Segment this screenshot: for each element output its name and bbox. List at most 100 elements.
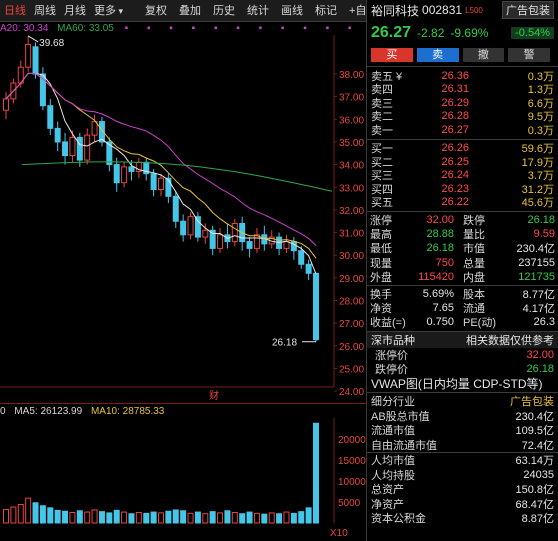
- stat-row: 外盘 115420 内盘 121735: [367, 270, 558, 284]
- stat-row: 现量 750 总量 237155: [367, 256, 558, 270]
- stat-value: 115420: [418, 270, 454, 283]
- volume-bar: [172, 509, 179, 524]
- candle-body: [98, 121, 105, 143]
- industry-label: 细分行业: [371, 395, 415, 408]
- stat-label: 流通: [463, 303, 485, 316]
- mark-button[interactable]: 标记: [315, 4, 338, 17]
- stat-label: 股本: [463, 289, 485, 302]
- industry-data-label: 人均市值: [371, 455, 415, 468]
- tab-more-label: 更多: [94, 4, 116, 17]
- candle-body: [106, 141, 113, 166]
- divider: [367, 284, 558, 286]
- vwap-link[interactable]: VWAP图(日内均量 CDP-STD等): [367, 376, 558, 392]
- ma60-label: MA60: 33.05: [57, 23, 114, 34]
- industry-data-value: 109.5亿: [515, 425, 554, 438]
- industry-data-row: 流通市值 109.5亿: [367, 423, 558, 438]
- volume-bar: [17, 503, 24, 524]
- vwap-label: VWAP图(日内均量 CDP-STD等): [371, 377, 543, 391]
- adjust-button[interactable]: 复权: [145, 4, 168, 17]
- order-volume: 3.7万: [527, 170, 554, 183]
- industry-value[interactable]: 广告包装: [510, 395, 554, 408]
- limit-up-price: 32.00: [526, 348, 554, 361]
- candle-body: [128, 166, 135, 172]
- stat-value: 26.18: [527, 214, 555, 227]
- candle-body: [121, 166, 128, 184]
- volume-bar: [121, 511, 128, 524]
- order-label: 买三: [371, 170, 393, 183]
- order-volume: 0.3万: [527, 70, 554, 83]
- order-row: 卖三 26.29 6.6万: [367, 96, 558, 110]
- volume-bar: [76, 510, 83, 524]
- order-row: 买五 26.22 45.6万: [367, 196, 558, 209]
- industry-table-2: 人均市值 63.14万 人均持股 24035 总资产 150.8亿 净资产 68.47亿 资本公…: [367, 453, 558, 526]
- order-price: 26.36: [441, 69, 469, 82]
- candle-body: [158, 177, 164, 191]
- y-tick-label: 25.00: [339, 364, 364, 375]
- divider: [367, 66, 558, 67]
- tab-weekly[interactable]: 周线: [34, 4, 56, 17]
- volume-bar: [283, 511, 290, 524]
- divider: [367, 391, 558, 393]
- stat-row: 换手 5.69% 股本 8.77亿: [367, 287, 558, 301]
- sector-tag[interactable]: 广告包装: [502, 1, 554, 19]
- candle-body: [298, 250, 305, 265]
- tab-daily[interactable]: 日线: [4, 4, 26, 17]
- stat-label: 跌停: [463, 215, 485, 228]
- volume-bar: [150, 511, 157, 524]
- tab-monthly[interactable]: 月线: [64, 4, 86, 17]
- limit-down-price: 26.18: [526, 362, 554, 375]
- volume-chart[interactable]: 20000 15000 10000 5000 X10: [0, 418, 366, 541]
- volume-label: 0: [0, 406, 6, 417]
- stat-label: 量比: [463, 229, 485, 242]
- sell-order-book: 卖五 ¥ 26.36 0.3万 卖四 26.31 1.3万 卖三 26.29 6.6万 卖二…: [367, 67, 558, 139]
- candle-body: [62, 141, 69, 157]
- candle-body: [209, 229, 216, 249]
- stat-value: 5.69%: [422, 288, 454, 301]
- panel-divider: [0, 403, 366, 404]
- industry-data-value: 8.87亿: [521, 513, 554, 526]
- stat-label: 换手: [370, 289, 392, 302]
- stat-label: 净资: [370, 303, 392, 316]
- current-price: 26.27: [371, 24, 412, 41]
- y-tick-label: 27.00: [339, 319, 364, 330]
- y-tick-label: 29.00: [339, 274, 364, 285]
- stat-label: 涨停: [370, 215, 392, 228]
- overlay-button[interactable]: 叠加: [179, 4, 202, 17]
- stat-value: 8.77亿: [522, 289, 555, 302]
- stats-button[interactable]: 统计: [247, 4, 270, 17]
- candle-body: [91, 121, 98, 136]
- volume-unit: X10: [330, 528, 348, 539]
- volume-bar: [84, 511, 91, 524]
- order-price: 26.22: [441, 196, 469, 209]
- industry-data-value: 150.8亿: [515, 484, 554, 497]
- order-price: 26.27: [441, 123, 469, 136]
- order-volume: 1.3万: [527, 84, 554, 97]
- volume-ma10-label: MA10: 28785.33: [90, 406, 165, 417]
- cancel-order-button[interactable]: 撤: [462, 48, 505, 62]
- history-button[interactable]: 历史: [213, 4, 236, 17]
- tab-more[interactable]: 更多 ▾: [90, 0, 127, 22]
- order-price: 26.31: [441, 83, 469, 96]
- stats-table: 涨停 32.00 跌停 26.18 最高 28.88 量比 9.59 最低 26.18 市值 230.…: [367, 212, 558, 285]
- industry-data-value: 63.14万: [515, 455, 554, 468]
- volume-bar: [298, 511, 305, 524]
- sell-button[interactable]: 卖: [416, 48, 459, 62]
- volume-bar: [231, 511, 238, 524]
- stat-value: 0.750: [426, 316, 454, 329]
- alert-button[interactable]: 警: [508, 48, 550, 62]
- volume-bar: [165, 510, 172, 524]
- order-label: 卖二: [371, 111, 393, 124]
- stat-value: 32.00: [426, 214, 454, 227]
- buy-button[interactable]: 买: [371, 48, 413, 62]
- industry-data-row: 资本公积金 8.87亿: [367, 511, 558, 526]
- draw-line-button[interactable]: 画线: [281, 4, 304, 17]
- volume-bar: [313, 422, 319, 524]
- candlestick-chart[interactable]: 38.00 37.00 36.00 35.00 34.00 33.00 32.00 31.00…: [0, 35, 366, 403]
- industry-row: 细分行业 广告包装: [367, 393, 558, 409]
- volume-bar: [39, 505, 46, 524]
- industry-data-label: 自由流通市值: [371, 439, 437, 452]
- y-tick-label: 28.00: [339, 297, 364, 308]
- stat-label: 总量: [463, 257, 485, 270]
- candle-body: [69, 136, 76, 157]
- y-tick-label: 30.00: [339, 251, 364, 262]
